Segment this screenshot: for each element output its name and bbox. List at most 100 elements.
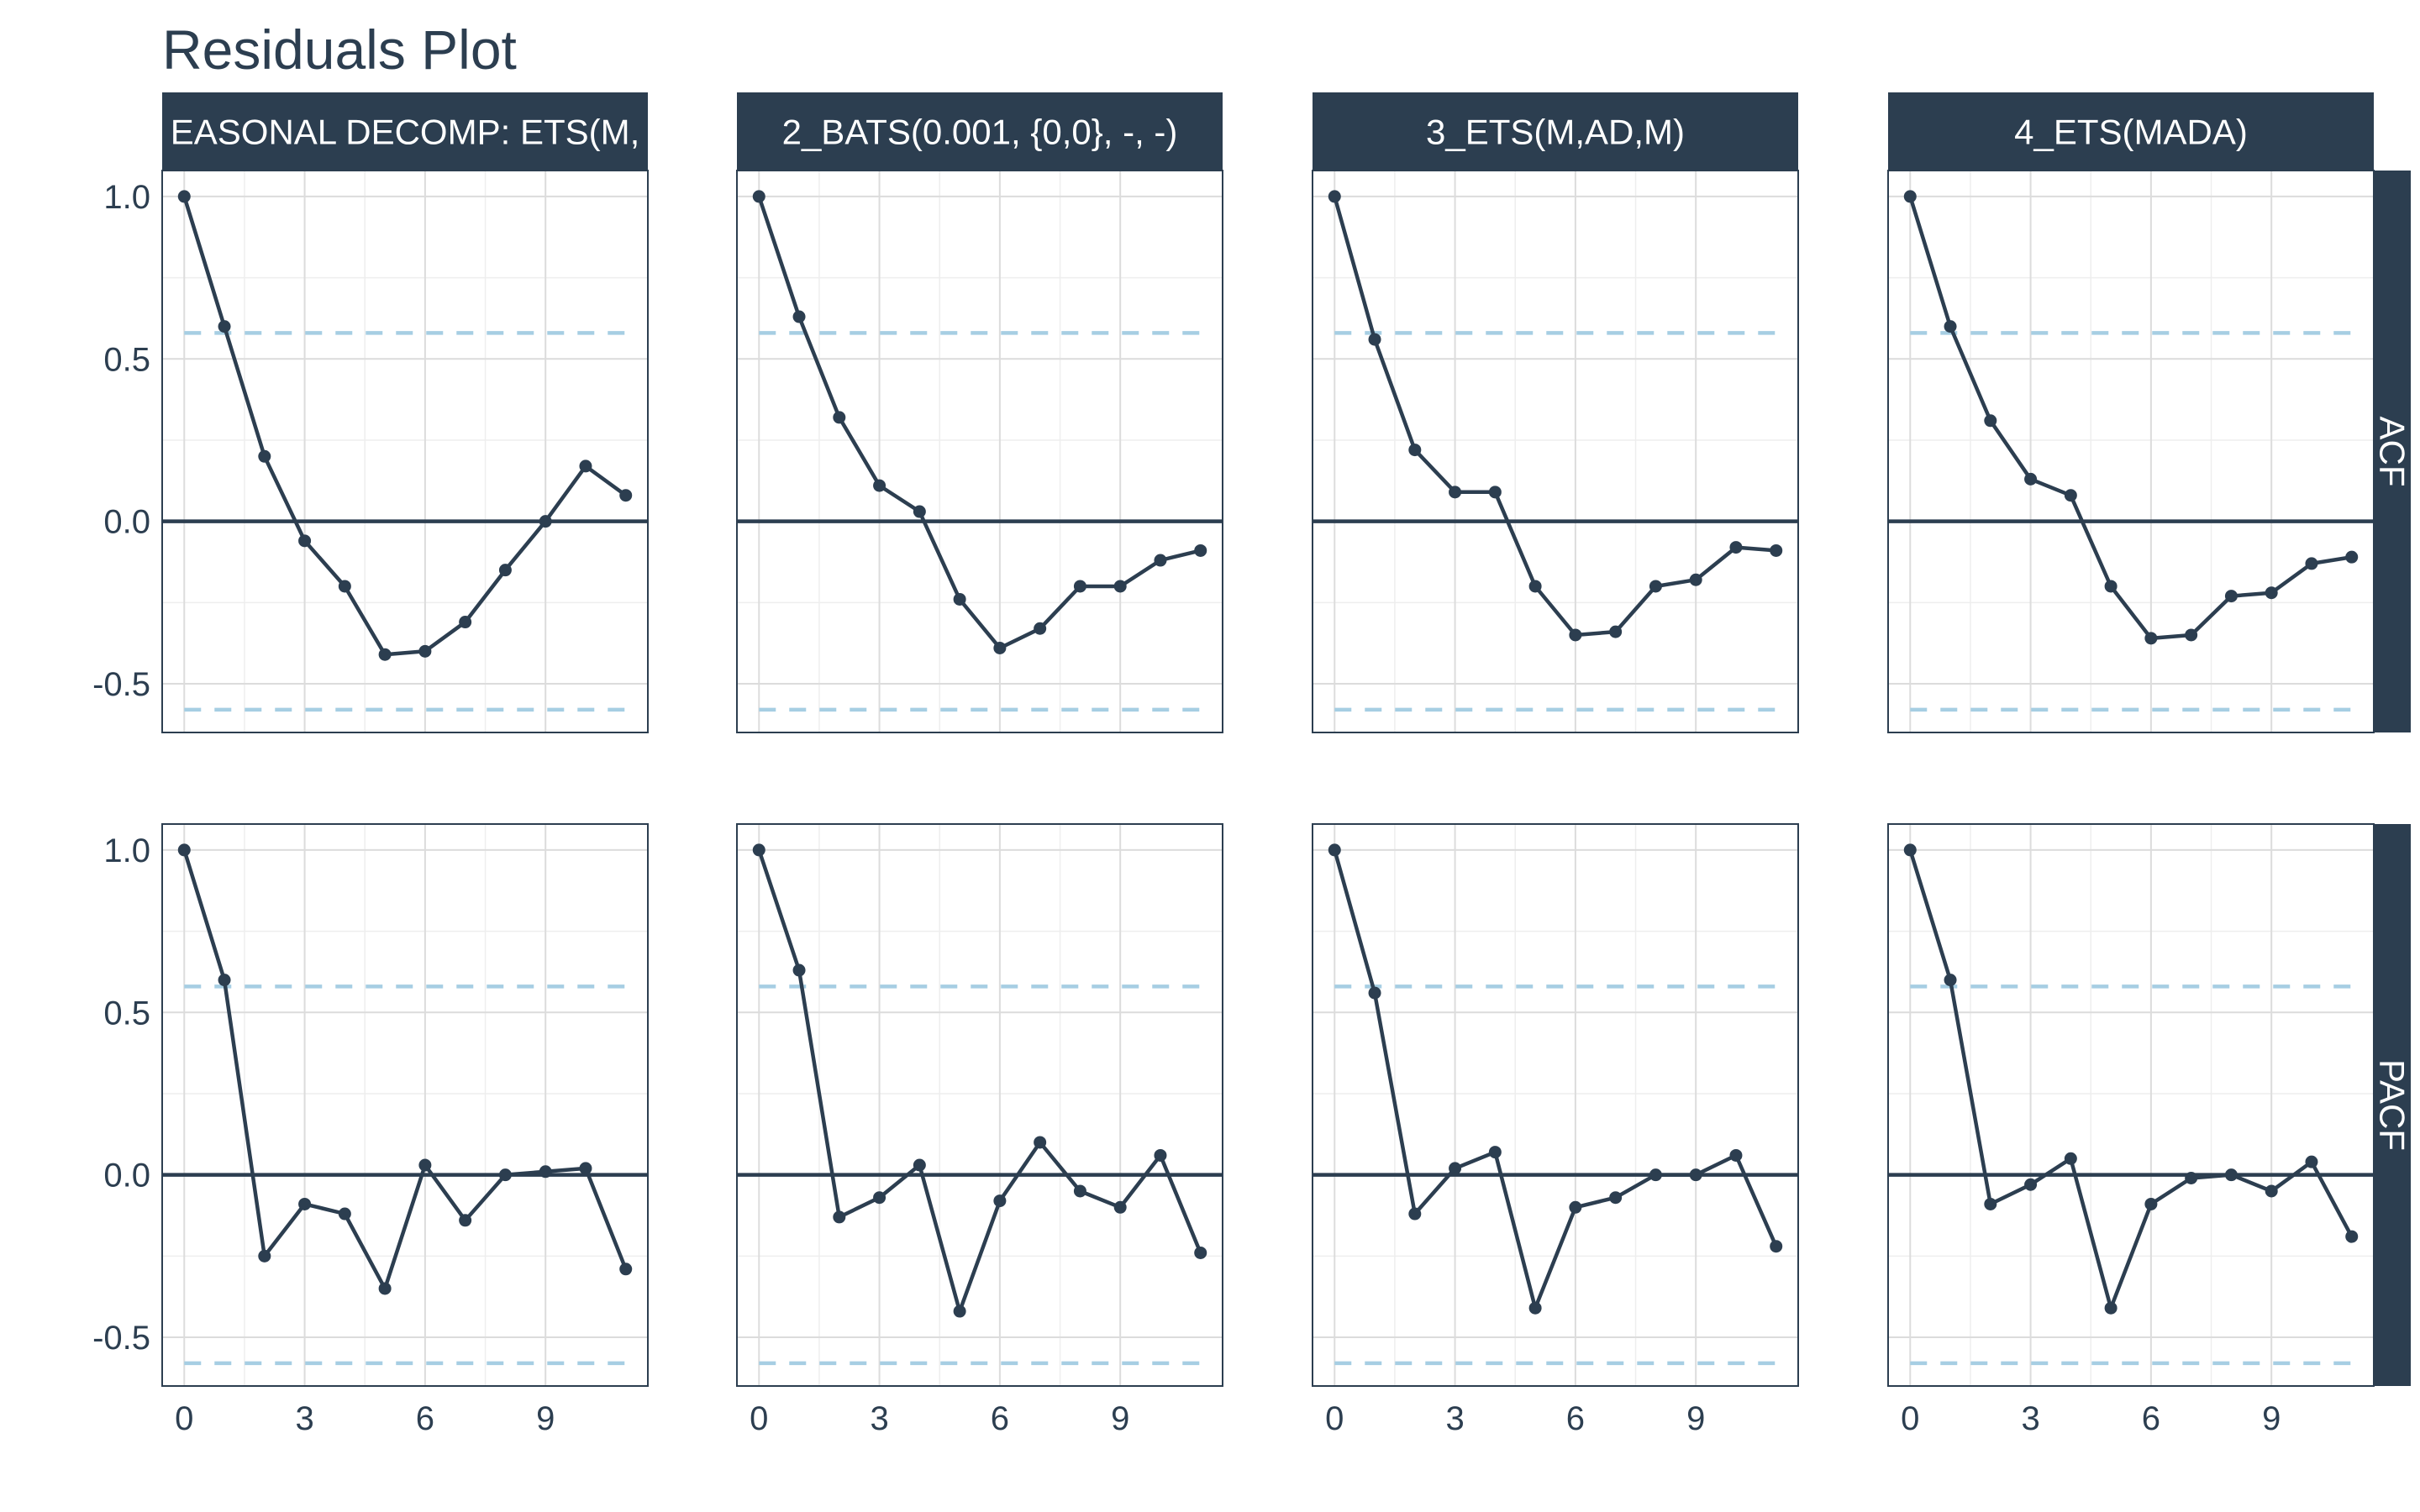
data-point xyxy=(2185,1172,2198,1185)
series-line xyxy=(182,849,628,1291)
data-point xyxy=(833,1210,846,1224)
y-tick-label: 0.0 xyxy=(103,1158,150,1194)
data-point xyxy=(1368,986,1381,1000)
x-tick-label: 0 xyxy=(175,1400,193,1437)
series-line xyxy=(757,196,1202,650)
y-tick-label: 1.0 xyxy=(103,179,150,216)
chart-title: Residuals Plot xyxy=(162,18,517,81)
panel-acf-4 xyxy=(1887,170,2375,733)
x-tick-label: 0 xyxy=(750,1400,768,1437)
data-point xyxy=(459,616,472,629)
data-point xyxy=(1113,1200,1127,1214)
data-point xyxy=(2305,1155,2318,1168)
column-strip-bg xyxy=(1888,92,2374,171)
data-point xyxy=(258,449,271,463)
data-point xyxy=(1649,1168,1662,1182)
series-line xyxy=(1333,849,1778,1310)
data-point xyxy=(792,310,806,323)
data-point xyxy=(1328,190,1341,203)
data-point xyxy=(1609,625,1623,638)
series-line xyxy=(182,196,628,657)
data-point xyxy=(2024,472,2038,486)
data-point xyxy=(1488,1146,1502,1159)
x-tick-label: 0 xyxy=(1325,1400,1344,1437)
data-point xyxy=(2224,1168,2238,1182)
column-strip-bg xyxy=(162,92,648,171)
panel-pacf-2 xyxy=(736,823,1223,1387)
panel-border xyxy=(161,170,649,733)
data-point xyxy=(1729,1148,1743,1162)
column-strip-label: 4_ETS(MADA) xyxy=(2014,113,2248,152)
row-strip-label: PACF xyxy=(2373,1059,2412,1151)
x-tick-label: 9 xyxy=(1111,1400,1129,1437)
panel-acf-3 xyxy=(1312,170,1799,733)
data-point xyxy=(338,580,351,593)
data-point xyxy=(378,1282,392,1295)
data-point xyxy=(1984,414,1997,428)
data-point xyxy=(873,479,886,492)
data-point xyxy=(2345,550,2359,564)
data-point xyxy=(619,489,633,502)
data-point xyxy=(993,641,1007,654)
data-point xyxy=(1649,580,1662,593)
data-point xyxy=(218,974,231,987)
data-point xyxy=(1903,843,1917,857)
data-point xyxy=(459,1214,472,1227)
x-tick-label: 6 xyxy=(2142,1400,2160,1437)
data-point xyxy=(1073,1184,1086,1198)
x-tick-label: 6 xyxy=(416,1400,434,1437)
data-point xyxy=(2305,557,2318,570)
row-strip: PACF xyxy=(2373,824,2412,1386)
panel-border xyxy=(736,823,1223,1387)
data-point xyxy=(792,963,806,977)
row-strip-bg xyxy=(2374,171,2411,732)
data-point xyxy=(752,843,765,857)
data-point xyxy=(2224,590,2238,603)
data-point xyxy=(1328,843,1341,857)
series-line xyxy=(757,849,1202,1314)
y-tick-label: 0.5 xyxy=(103,341,150,378)
column-strip: 2_BATS(0.001, {0,0}, -, -) xyxy=(737,92,1223,171)
data-point xyxy=(1689,1168,1702,1182)
panel-border xyxy=(736,170,1223,733)
data-point xyxy=(619,1263,633,1276)
data-point xyxy=(418,1158,432,1172)
data-point xyxy=(1034,622,1047,635)
row-strip-label: ACF xyxy=(2373,417,2412,487)
data-point xyxy=(378,648,392,661)
data-point xyxy=(2345,1230,2359,1243)
y-tick-label: -0.5 xyxy=(92,1320,150,1357)
data-point xyxy=(1488,486,1502,499)
data-point xyxy=(539,515,552,528)
axis-labels: 1.0 0.5 0.0 -0.5 1.0 0.5 0.0 -0.5 0 3 6 9 0 3 6 9 0 3 6 9 0 3… xyxy=(92,179,2281,1437)
x-tick-label: 9 xyxy=(2262,1400,2281,1437)
column-strip: 3_ETS(M,AD,M) xyxy=(1313,92,1798,171)
row-strip-bg xyxy=(2374,824,2411,1386)
column-strip-bg xyxy=(737,92,1223,171)
data-point xyxy=(2144,632,2158,645)
data-point xyxy=(2064,489,2077,502)
data-point xyxy=(2104,1301,2118,1315)
x-tick-label: 9 xyxy=(1686,1400,1705,1437)
data-point xyxy=(2024,1178,2038,1191)
panel-border xyxy=(1887,823,2375,1387)
y-tick-label: 1.0 xyxy=(103,832,150,869)
data-point xyxy=(2265,586,2278,600)
data-point xyxy=(2144,1197,2158,1210)
data-point xyxy=(1408,444,1422,457)
data-point xyxy=(218,320,231,333)
data-point xyxy=(1569,1200,1582,1214)
panel-border xyxy=(161,823,649,1387)
data-point xyxy=(1113,580,1127,593)
data-point xyxy=(1944,320,1957,333)
panel-pacf-1 xyxy=(161,823,649,1387)
data-point xyxy=(1528,580,1542,593)
data-point xyxy=(1449,486,1462,499)
data-point xyxy=(418,644,432,658)
data-point xyxy=(1689,573,1702,586)
x-tick-label: 6 xyxy=(1566,1400,1585,1437)
x-tick-label: 3 xyxy=(870,1400,888,1437)
data-point xyxy=(1770,1240,1783,1253)
data-point xyxy=(913,505,926,518)
data-point xyxy=(1528,1301,1542,1315)
